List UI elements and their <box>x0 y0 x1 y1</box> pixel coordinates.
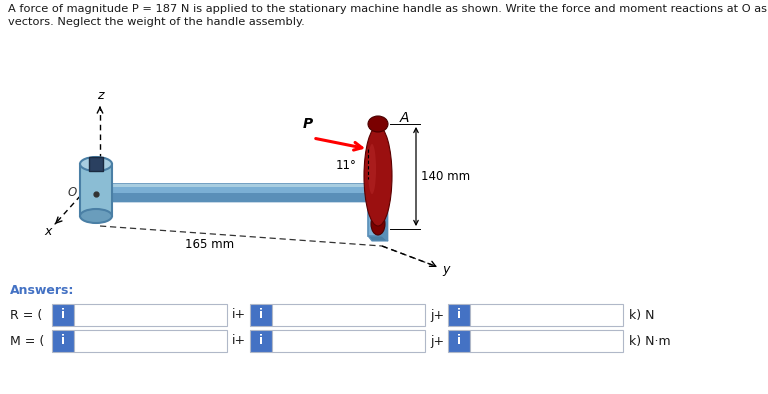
Text: 11°: 11° <box>336 159 356 172</box>
Polygon shape <box>382 196 388 241</box>
Text: j+: j+ <box>430 335 444 348</box>
Text: 165 mm: 165 mm <box>185 238 234 251</box>
Polygon shape <box>110 184 374 187</box>
Bar <box>52 330 74 352</box>
Text: O: O <box>68 186 77 199</box>
Text: A force of magnitude P = 187 N is applied to the stationary machine handle as sh: A force of magnitude P = 187 N is applie… <box>8 4 767 14</box>
Text: i: i <box>61 309 65 322</box>
Bar <box>272 330 425 352</box>
Text: i: i <box>457 335 461 348</box>
Polygon shape <box>368 236 388 241</box>
Text: i: i <box>259 309 263 322</box>
Bar <box>272 304 425 326</box>
Text: i+: i+ <box>232 309 246 322</box>
Text: y: y <box>442 264 449 277</box>
Text: M = (: M = ( <box>10 335 45 348</box>
Ellipse shape <box>371 213 385 235</box>
Text: vectors. Neglect the weight of the handle assembly.: vectors. Neglect the weight of the handl… <box>8 17 305 27</box>
Ellipse shape <box>368 116 388 132</box>
Bar <box>74 304 227 326</box>
Polygon shape <box>104 196 375 202</box>
Ellipse shape <box>80 157 112 171</box>
Text: i: i <box>61 335 65 348</box>
Text: z: z <box>97 89 103 102</box>
Bar <box>89 157 103 171</box>
Text: k) N: k) N <box>629 309 654 322</box>
Text: 140 mm: 140 mm <box>421 170 470 183</box>
Polygon shape <box>368 196 382 236</box>
Polygon shape <box>108 184 375 196</box>
Text: i: i <box>457 309 461 322</box>
Bar <box>80 164 112 216</box>
Text: i+: i+ <box>232 335 246 348</box>
Text: R = (: R = ( <box>10 309 42 322</box>
Text: j+: j+ <box>430 309 444 322</box>
Bar <box>470 304 623 326</box>
Bar <box>74 330 227 352</box>
Polygon shape <box>110 193 374 196</box>
Bar <box>448 330 470 352</box>
Text: Answers:: Answers: <box>10 284 74 297</box>
Bar <box>250 330 272 352</box>
Text: A: A <box>400 111 409 125</box>
Text: x: x <box>45 225 51 238</box>
Ellipse shape <box>80 209 112 223</box>
Bar <box>250 304 272 326</box>
Text: k) N·m: k) N·m <box>629 335 670 348</box>
Text: i: i <box>259 335 263 348</box>
Ellipse shape <box>364 126 392 226</box>
Text: P: P <box>303 117 313 131</box>
Bar <box>52 304 74 326</box>
Bar <box>448 304 470 326</box>
Bar <box>470 330 623 352</box>
Ellipse shape <box>368 144 376 194</box>
